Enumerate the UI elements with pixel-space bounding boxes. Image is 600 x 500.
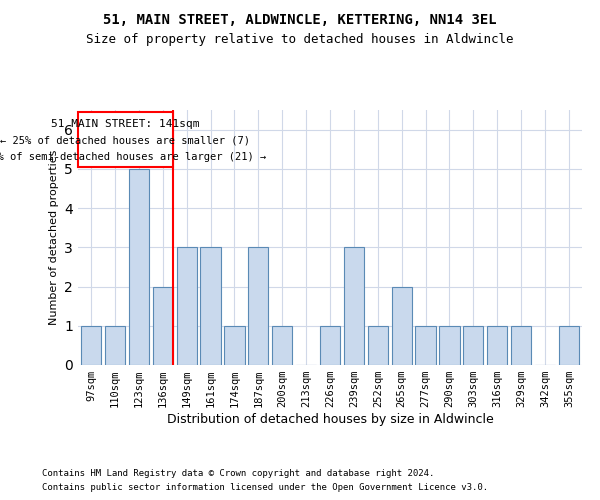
Bar (487, 326, 508, 365)
Bar (248, 248, 268, 365)
Bar (200, 248, 221, 365)
Text: 51 MAIN STREET: 141sqm: 51 MAIN STREET: 141sqm (51, 119, 200, 129)
Text: 51, MAIN STREET, ALDWINCLE, KETTERING, NN14 3EL: 51, MAIN STREET, ALDWINCLE, KETTERING, N… (103, 12, 497, 26)
Text: Contains public sector information licensed under the Open Government Licence v3: Contains public sector information licen… (42, 484, 488, 492)
Bar (439, 326, 460, 365)
X-axis label: Distribution of detached houses by size in Aldwincle: Distribution of detached houses by size … (167, 413, 493, 426)
Text: Size of property relative to detached houses in Aldwincle: Size of property relative to detached ho… (86, 32, 514, 46)
Bar (344, 248, 364, 365)
Bar (320, 326, 340, 365)
Bar (392, 286, 412, 365)
Bar (152, 286, 173, 365)
Bar (176, 248, 197, 365)
Bar (272, 326, 292, 365)
Bar (463, 326, 484, 365)
Bar (105, 326, 125, 365)
Bar (511, 326, 531, 365)
Bar (415, 326, 436, 365)
Bar (224, 326, 245, 365)
Text: Contains HM Land Registry data © Crown copyright and database right 2024.: Contains HM Land Registry data © Crown c… (42, 468, 434, 477)
FancyBboxPatch shape (78, 112, 173, 167)
Text: 75% of semi-detached houses are larger (21) →: 75% of semi-detached houses are larger (… (0, 152, 266, 162)
Bar (81, 326, 101, 365)
Bar (368, 326, 388, 365)
Text: ← 25% of detached houses are smaller (7): ← 25% of detached houses are smaller (7) (1, 136, 250, 145)
Bar (559, 326, 579, 365)
Y-axis label: Number of detached properties: Number of detached properties (49, 150, 59, 325)
Bar (129, 169, 149, 365)
